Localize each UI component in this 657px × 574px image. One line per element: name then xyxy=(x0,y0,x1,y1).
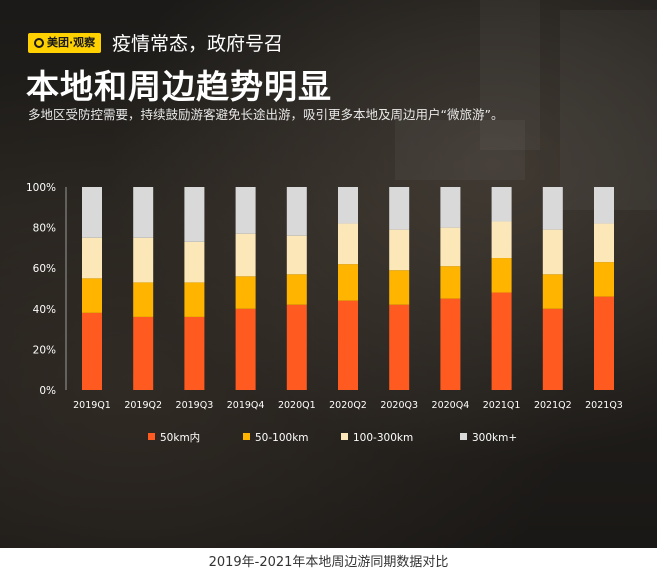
bar-segment xyxy=(491,258,512,293)
brand-logo-text: 美团·观察 xyxy=(47,36,96,49)
x-tick-label: 2020Q1 xyxy=(278,400,316,411)
y-tick-label: 0% xyxy=(39,385,56,397)
search-icon xyxy=(34,38,44,48)
legend-label: 50-100km xyxy=(255,432,309,444)
bar-segment xyxy=(286,274,307,305)
bar-segment xyxy=(389,229,410,271)
legend-swatch xyxy=(243,433,250,440)
x-tick-label: 2019Q2 xyxy=(124,400,162,411)
bar-segment xyxy=(491,187,512,222)
legend-swatch xyxy=(460,433,467,440)
background-building xyxy=(560,10,657,210)
bar-segment xyxy=(389,304,410,390)
figure-caption: 2019年-2021年本地周边游同期数据对比 xyxy=(208,555,449,570)
bar-segment xyxy=(440,227,461,267)
bar-segment xyxy=(542,308,563,390)
legend-label: 50km内 xyxy=(160,431,200,444)
y-tick-label: 60% xyxy=(33,263,56,275)
bar-segment xyxy=(440,298,461,390)
x-tick-label: 2021Q2 xyxy=(534,400,572,411)
bar-segment xyxy=(286,187,307,236)
legend-label: 100-300km xyxy=(353,432,413,444)
bar-segment xyxy=(542,274,563,309)
x-axis-ticks: 2019Q1 2019Q2 2019Q3 2019Q4 2020Q1 2020Q2 2020… xyxy=(73,400,623,411)
x-tick-label: 2020Q4 xyxy=(432,400,470,411)
bar-segment xyxy=(286,304,307,390)
x-tick-label: 2020Q2 xyxy=(329,400,367,411)
x-tick-label: 2019Q3 xyxy=(176,400,214,411)
background-sign xyxy=(395,120,525,180)
brand-logo: 美团·观察 xyxy=(28,33,102,53)
bar-segment xyxy=(389,270,410,305)
bar-segment xyxy=(184,316,205,390)
bar-segment xyxy=(594,262,614,297)
bars xyxy=(82,187,614,390)
bar-segment xyxy=(133,237,154,283)
bar-segment xyxy=(594,296,614,390)
legend-label: 300km+ xyxy=(472,432,517,444)
bar-segment xyxy=(338,264,358,301)
x-tick-label: 2021Q3 xyxy=(585,400,623,411)
bar-segment xyxy=(338,187,358,224)
bar-segment xyxy=(82,237,102,279)
bar-segment xyxy=(133,187,154,238)
bar-segment xyxy=(594,187,614,224)
description: 多地区受防控需要，持续鼓励游客避免长途出游，吸引更多本地及周边用户“微旅游”。 xyxy=(28,107,504,122)
y-tick-label: 40% xyxy=(33,304,56,316)
bar-segment xyxy=(184,241,205,283)
x-tick-label: 2019Q4 xyxy=(227,400,265,411)
bar-segment xyxy=(389,187,410,230)
bar-segment xyxy=(338,223,358,265)
bar-segment xyxy=(338,300,358,390)
bar-segment xyxy=(82,312,102,390)
bar-segment xyxy=(235,187,256,234)
bar-segment xyxy=(184,187,205,242)
bar-segment xyxy=(594,223,614,263)
y-axis-ticks: 0% 20% 40% 60% 80% 100% xyxy=(26,182,56,397)
y-tick-label: 100% xyxy=(26,182,56,194)
bar-segment xyxy=(440,266,461,299)
bar-segment xyxy=(491,292,512,390)
page-title: 本地和周边趋势明显 xyxy=(26,67,332,106)
bar-segment xyxy=(235,308,256,390)
y-tick-label: 20% xyxy=(33,344,56,356)
background-building xyxy=(480,0,540,150)
x-tick-label: 2020Q3 xyxy=(380,400,418,411)
bar-segment xyxy=(82,187,102,238)
bar-segment xyxy=(235,233,256,277)
legend-swatch xyxy=(341,433,348,440)
bar-segment xyxy=(133,282,154,317)
legend: 50km内 50-100km 100-300km 300km+ xyxy=(148,431,517,444)
bar-segment xyxy=(440,187,461,228)
bar-segment xyxy=(286,235,307,275)
x-tick-label: 2019Q1 xyxy=(73,400,111,411)
bar-segment xyxy=(491,221,512,259)
bar-segment xyxy=(542,187,563,230)
stacked-bar-chart: 0%20%40%60%80%100% 2019Q1 2019Q2 2019Q3 201… xyxy=(26,182,623,444)
bar-segment xyxy=(184,282,205,317)
subtitle: 疫情常态，政府号召 xyxy=(112,33,284,55)
bar-segment xyxy=(133,316,154,390)
legend-swatch xyxy=(148,433,155,440)
bar-segment xyxy=(82,278,102,313)
bar-segment xyxy=(542,229,563,275)
x-tick-label: 2021Q1 xyxy=(483,400,521,411)
bar-segment xyxy=(235,276,256,309)
y-tick-label: 80% xyxy=(33,223,56,235)
